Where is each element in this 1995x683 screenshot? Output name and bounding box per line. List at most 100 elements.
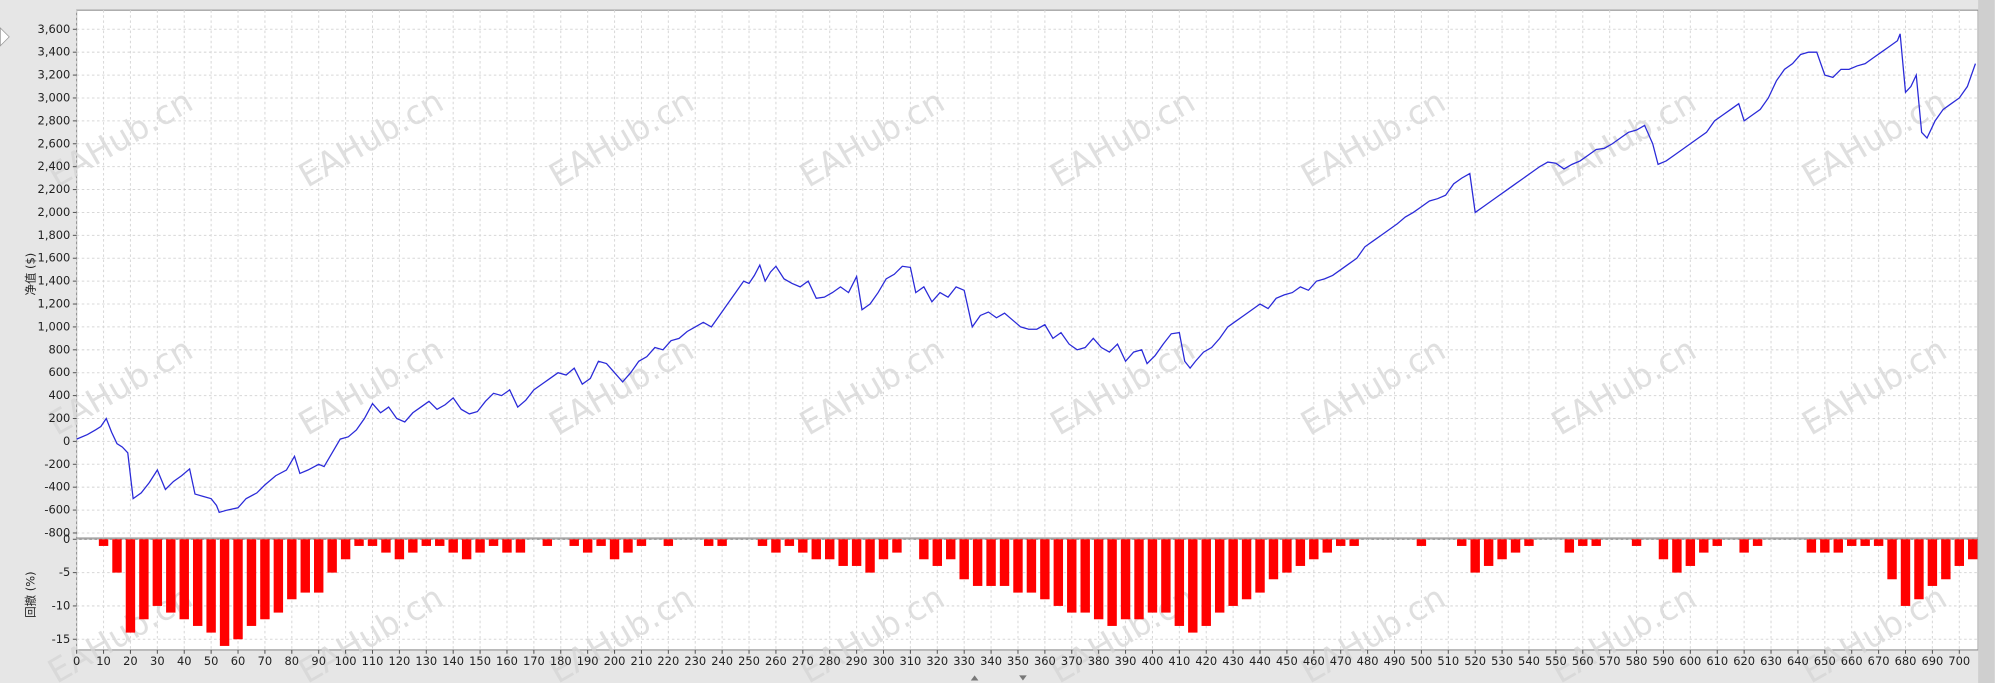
drawdown-bar <box>1752 539 1763 546</box>
x-tick-label: 700 <box>1948 654 1970 668</box>
drawdown-bar <box>1900 539 1911 606</box>
y-tick-label: 2,200 <box>38 182 71 196</box>
drawdown-bar <box>1201 539 1211 626</box>
x-tick-label: 240 <box>711 654 733 668</box>
drawdown-bar <box>1739 539 1749 553</box>
splitter-handle[interactable] <box>970 675 979 681</box>
drawdown-bar <box>986 539 996 586</box>
drawdown-bar <box>959 539 969 580</box>
x-tick-label: 690 <box>1921 654 1943 668</box>
drawdown-bar <box>1510 539 1521 553</box>
x-tick-label: 50 <box>204 654 219 668</box>
drawdown-bar <box>946 539 956 560</box>
drawdown-bar <box>703 539 714 546</box>
x-tick-label: 0 <box>73 654 80 668</box>
drawdown-bar <box>1968 539 1978 560</box>
x-tick-label: 200 <box>604 654 626 668</box>
x-tick-label: 520 <box>1464 654 1486 668</box>
x-tick-label: 400 <box>1142 654 1164 668</box>
drawdown-bar <box>1349 539 1359 546</box>
drawdown-bar <box>1847 539 1857 546</box>
y-tick-label: 1,200 <box>38 297 71 311</box>
drawdown-bar <box>1483 539 1494 566</box>
drawdown-bar <box>1457 539 1467 546</box>
drawdown-bar <box>502 539 512 553</box>
x-tick-label: 620 <box>1733 654 1755 668</box>
drawdown-bar <box>1107 539 1117 626</box>
x-tick-label: 120 <box>388 654 410 668</box>
drawdown-bar <box>1161 539 1171 613</box>
drawdown-bar <box>569 539 579 546</box>
drawdown-bar <box>354 539 364 546</box>
y-tick-label: -600 <box>44 503 70 517</box>
y-tick-label: 3,600 <box>38 22 71 36</box>
x-tick-label: 530 <box>1491 654 1513 668</box>
drawdown-bar <box>206 539 216 633</box>
y-tick-label: 1,800 <box>38 228 71 242</box>
drawdown-bar <box>1093 539 1104 620</box>
y-tick-label: -400 <box>44 480 70 494</box>
x-tick-label: 230 <box>684 654 706 668</box>
drawdown-bar <box>1564 539 1575 553</box>
drawdown-bar <box>636 539 647 546</box>
drawdown-bar <box>972 539 983 586</box>
y-tick-label: 3,000 <box>38 90 71 104</box>
drawdown-bar <box>1685 539 1696 566</box>
panel-arrow[interactable] <box>0 27 10 47</box>
drawdown-bar <box>1860 539 1870 546</box>
drawdown-bar <box>1067 539 1077 613</box>
drawdown-bar <box>932 539 942 566</box>
drawdown-bar <box>1013 539 1023 593</box>
x-tick-label: 370 <box>1061 654 1083 668</box>
drawdown-bar <box>1053 539 1064 606</box>
drawdown-bar <box>757 539 768 546</box>
x-tick-label: 140 <box>442 654 464 668</box>
equity-plot-area <box>76 9 1979 539</box>
drawdown-bar <box>1174 539 1185 626</box>
drawdown-bar <box>260 539 270 620</box>
drawdown-bar <box>1927 539 1938 586</box>
drawdown-bar <box>919 539 929 560</box>
drawdown-bar <box>515 539 526 553</box>
drawdown-bar <box>381 539 391 553</box>
drawdown-bar <box>179 539 189 620</box>
x-tick-label: 220 <box>657 654 679 668</box>
y-tick-label: 600 <box>48 365 70 379</box>
x-tick-label: 30 <box>150 654 165 668</box>
drawdown-bar <box>1120 539 1131 620</box>
x-tick-label: 70 <box>258 654 273 668</box>
drawdown-bar <box>340 539 351 560</box>
drawdown-bar <box>851 539 862 566</box>
x-tick-label: 580 <box>1626 654 1648 668</box>
splitter-handle[interactable] <box>1019 675 1027 681</box>
drawdown-bar <box>1416 539 1427 546</box>
drawdown-bar <box>1833 539 1843 553</box>
x-tick-label: 110 <box>362 654 384 668</box>
x-tick-label: 210 <box>631 654 653 668</box>
x-tick-label: 480 <box>1357 654 1379 668</box>
x-tick-label: 160 <box>496 654 518 668</box>
drawdown-bar <box>1914 539 1924 600</box>
drawdown-bar <box>287 539 297 600</box>
drawdown-bar <box>582 539 593 553</box>
drawdown-bar <box>219 539 230 646</box>
drawdown-bar <box>1241 539 1252 600</box>
x-tick-label: 60 <box>231 654 246 668</box>
drawdown-bar <box>1214 539 1225 613</box>
x-tick-label: 600 <box>1679 654 1701 668</box>
x-tick-label: 450 <box>1276 654 1298 668</box>
drawdown-bar <box>112 539 122 573</box>
x-tick-label: 500 <box>1410 654 1432 668</box>
drawdown-bar <box>865 539 875 573</box>
drawdown-bar <box>1497 539 1507 560</box>
y-tick-label: 2,600 <box>38 136 71 150</box>
drawdown-bar <box>1470 539 1480 573</box>
drawdown-bar <box>999 539 1010 586</box>
y-axis-label: 净值 ($) <box>23 253 37 296</box>
drawdown-bar <box>1322 539 1332 553</box>
x-tick-label: 300 <box>873 654 895 668</box>
y-tick-label: 1,400 <box>38 274 71 288</box>
x-tick-label: 380 <box>1088 654 1110 668</box>
y-tick-label: 3,200 <box>38 68 71 82</box>
